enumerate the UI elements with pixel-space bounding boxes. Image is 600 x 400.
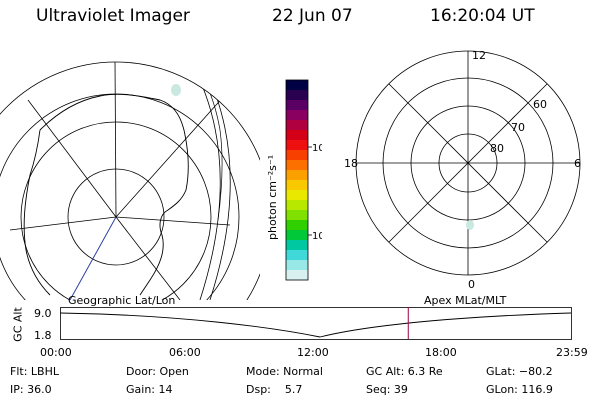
colorbar-segment	[286, 190, 308, 201]
lon-line	[115, 216, 181, 300]
gain-value: Gain: 14	[126, 383, 173, 396]
colorbar-segment	[286, 200, 308, 211]
x-tick-0000: 00:00	[40, 346, 72, 359]
polar-plot-label: Apex MLat/MLT	[424, 294, 507, 307]
polar-plot: 12 18 6 0 60 70 80	[344, 49, 581, 291]
mlat-label-60: 60	[533, 98, 547, 111]
x-tick-2359: 23:59	[556, 346, 588, 359]
colorbar-segment	[286, 140, 308, 151]
altitude-ymax: 9.0	[34, 307, 52, 320]
colorbar-segment	[286, 170, 308, 181]
mode-value: Mode: Normal	[246, 365, 323, 378]
colorbar-segment	[286, 260, 308, 271]
polar-meridian	[388, 83, 548, 243]
colorbar-tick-10: 10	[312, 231, 322, 242]
dsp-value: Dsp: 5.7	[246, 383, 303, 396]
colorbar-segment	[286, 230, 308, 241]
mlat-label-70: 70	[511, 121, 525, 134]
gcalt-value: GC Alt: 6.3 Re	[366, 365, 443, 378]
lon-line	[9, 216, 117, 231]
lon-line	[115, 94, 226, 218]
colorbar-segment	[286, 270, 308, 281]
x-tick-0600: 06:00	[169, 346, 201, 359]
geo-map-label: Geographic Lat/Lon	[68, 294, 176, 307]
lat-circle-70	[20, 121, 212, 300]
seq-value: Seq: 39	[366, 383, 408, 396]
colorbar-segment	[286, 210, 308, 221]
colorbar-segment	[286, 220, 308, 231]
mlt-label-12: 12	[472, 49, 486, 62]
colorbar-segment	[286, 80, 308, 91]
continent-outline	[23, 93, 189, 296]
colorbar-segment	[286, 150, 308, 161]
colorbar-segment	[286, 160, 308, 171]
mlat-label-80: 80	[490, 142, 504, 155]
colorbar-segment	[286, 110, 308, 121]
date-label: 22 Jun 07	[272, 6, 353, 26]
lon-line	[114, 62, 117, 218]
altitude-ymin: 1.8	[34, 329, 52, 342]
glon-value: GLon: 116.9	[486, 383, 553, 396]
lon-line	[27, 99, 117, 218]
colorbar-segment	[286, 180, 308, 191]
door-value: Door: Open	[126, 365, 189, 378]
mlt-label-6: 6	[574, 157, 581, 170]
glat-value: GLat: −80.2	[486, 365, 553, 378]
colorbar-segment	[286, 90, 308, 101]
mlt-label-18: 18	[344, 157, 358, 170]
instrument-title: Ultraviolet Imager	[36, 6, 190, 26]
geographic-map	[0, 61, 260, 300]
flt-value: Flt: LBHL	[10, 365, 59, 378]
colorbar-segment	[286, 250, 308, 261]
orbit-track	[69, 216, 117, 300]
altitude-timeline	[60, 307, 572, 340]
altitude-curve	[60, 312, 572, 338]
x-tick-1200: 12:00	[297, 346, 329, 359]
time-label: 16:20:04 UT	[430, 6, 535, 26]
ip-value: IP: 36.0	[10, 383, 52, 396]
altitude-ylabel: GC Alt	[11, 307, 25, 342]
aurora-spot	[171, 84, 181, 96]
colorbar-segment	[286, 240, 308, 251]
colorbar-segment	[286, 100, 308, 111]
map-boundary	[0, 61, 260, 300]
lon-line	[115, 216, 231, 226]
x-tick-1800: 18:00	[425, 346, 457, 359]
colorbar-unit-label: photon cm⁻²s⁻¹	[266, 155, 279, 240]
mlt-label-0: 0	[468, 278, 475, 291]
colorbar: 100 10 photon cm⁻²s⁻¹	[266, 79, 322, 281]
aurora-spot	[466, 220, 474, 230]
colorbar-segment	[286, 130, 308, 141]
colorbar-tick-100: 100	[312, 143, 322, 154]
colorbar-segment	[286, 120, 308, 131]
